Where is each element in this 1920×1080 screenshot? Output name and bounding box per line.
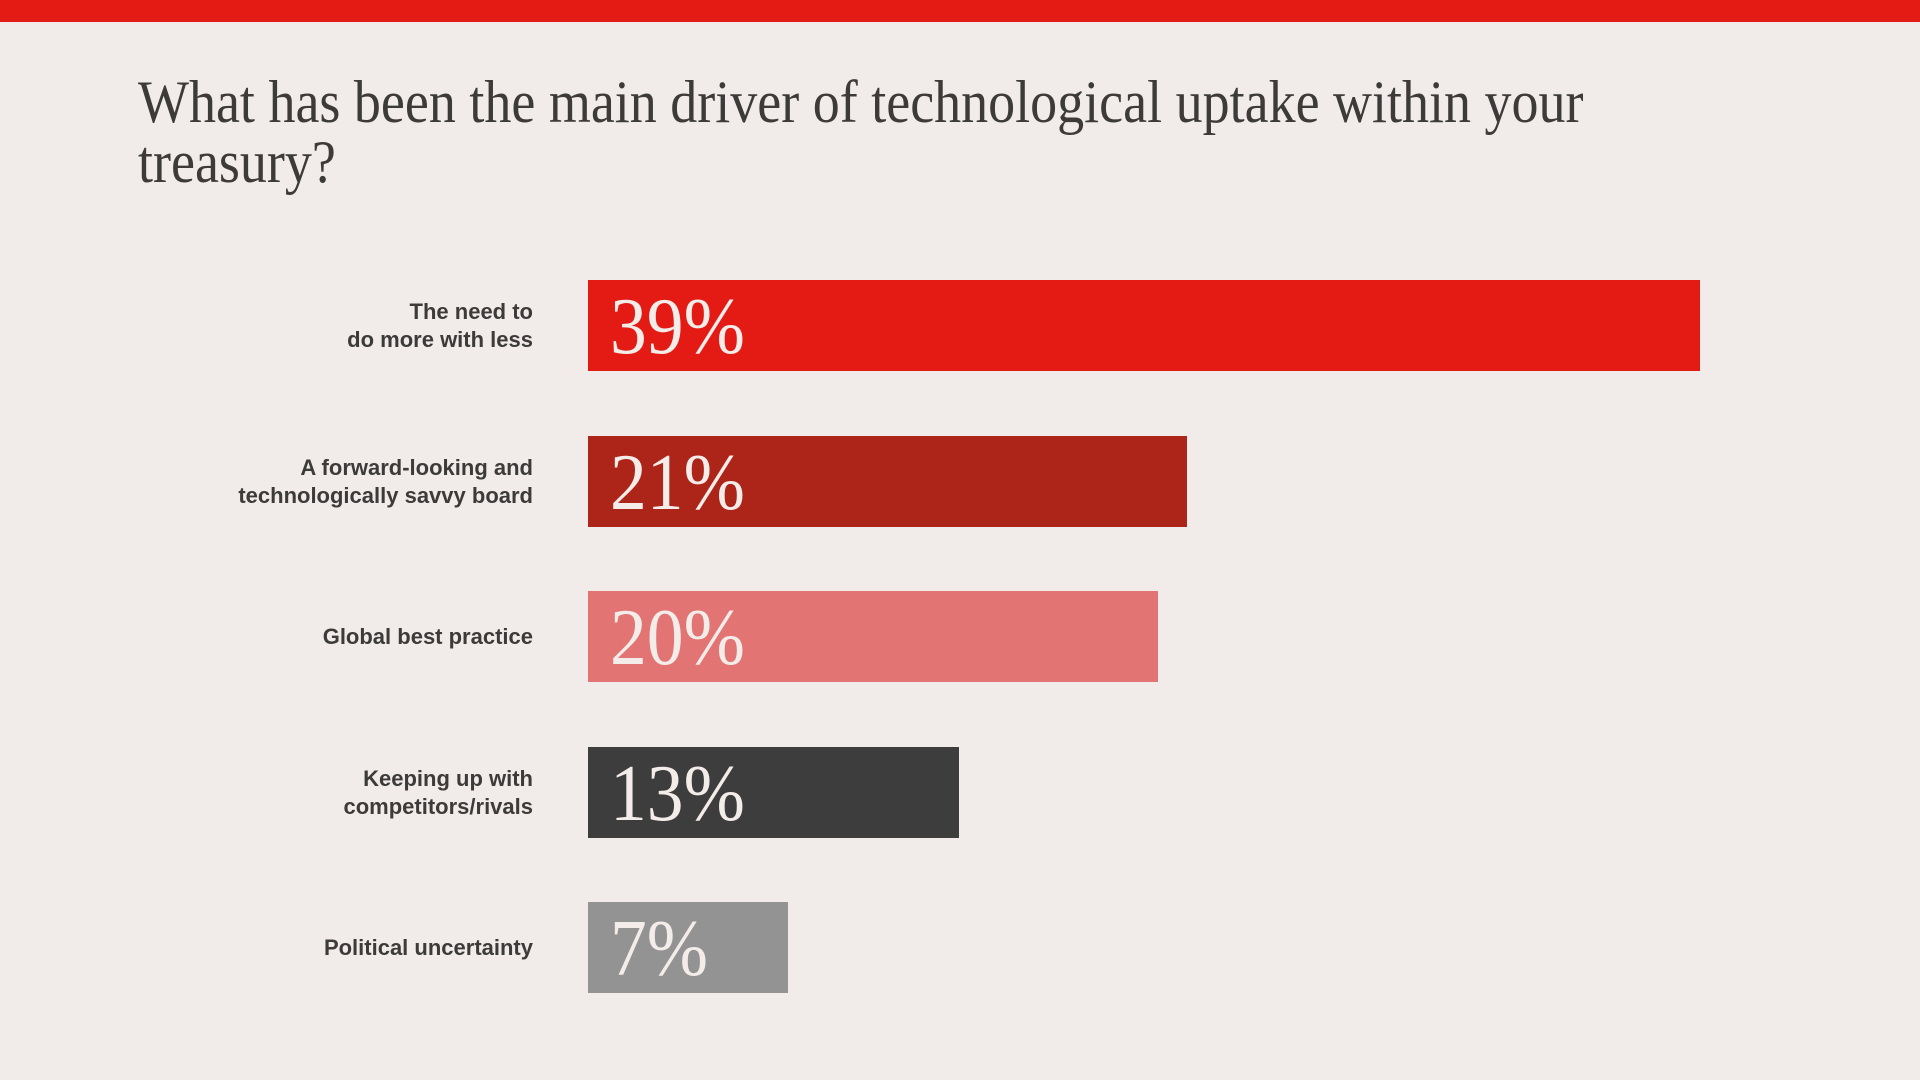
value-label: 13%	[610, 750, 745, 838]
chart-title: What has been the main driver of technol…	[138, 69, 1584, 195]
bar: 21%	[588, 436, 1187, 527]
bar-row: Keeping up with competitors/rivals 13%	[0, 747, 1920, 838]
bar-row: Political uncertainty 7%	[0, 902, 1920, 993]
value-label: 39%	[610, 283, 745, 371]
value-label: 21%	[610, 439, 745, 527]
category-label: Keeping up with competitors/rivals	[343, 765, 533, 819]
bar: 7%	[588, 902, 788, 993]
bar-row: A forward-looking and technologically sa…	[0, 436, 1920, 527]
category-label: A forward-looking and technologically sa…	[238, 454, 533, 508]
bar-row: The need to do more with less 39%	[0, 280, 1920, 371]
bar: 39%	[588, 280, 1700, 371]
value-label: 20%	[610, 594, 745, 682]
bar: 20%	[588, 591, 1159, 682]
bar-row: Global best practice 20%	[0, 591, 1920, 682]
category-label: Global best practice	[322, 623, 533, 649]
category-label: The need to do more with less	[347, 298, 533, 352]
top-accent-bar	[0, 0, 1920, 22]
value-label: 7%	[610, 905, 709, 993]
bar: 13%	[588, 747, 959, 838]
category-label: Political uncertainty	[323, 934, 533, 960]
